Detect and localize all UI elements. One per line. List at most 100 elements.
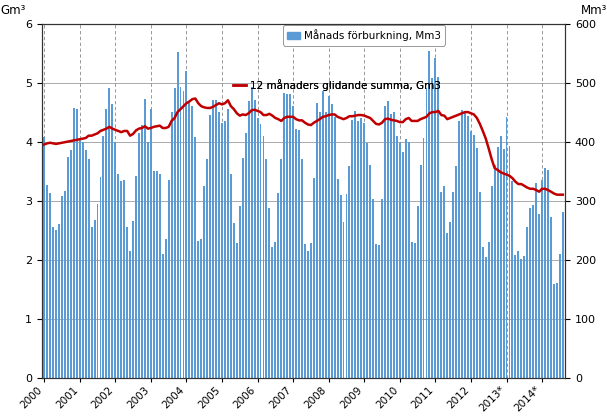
Bar <box>257 118 259 377</box>
Bar <box>432 78 433 377</box>
Bar <box>183 92 185 377</box>
Bar <box>268 208 270 377</box>
Bar <box>197 241 199 377</box>
Bar <box>265 159 268 377</box>
Bar <box>262 136 265 377</box>
Bar <box>200 239 202 377</box>
Bar <box>396 136 398 377</box>
Bar <box>446 233 448 377</box>
Bar <box>218 112 220 377</box>
Bar <box>422 138 424 377</box>
Bar <box>331 104 333 377</box>
Bar <box>411 242 413 377</box>
Bar <box>408 142 410 377</box>
Bar <box>348 166 350 377</box>
Bar <box>523 256 525 377</box>
Bar <box>64 191 66 377</box>
Bar <box>358 121 359 377</box>
Bar <box>490 186 493 377</box>
Bar <box>488 242 490 377</box>
Bar <box>111 104 114 377</box>
Bar <box>248 102 249 377</box>
Bar <box>467 116 469 377</box>
Bar <box>529 208 531 377</box>
Bar <box>544 168 546 377</box>
Bar <box>301 159 303 377</box>
Bar <box>295 129 297 377</box>
Bar <box>479 192 481 377</box>
Bar <box>342 222 345 377</box>
Bar <box>245 133 246 377</box>
Bar <box>52 227 54 377</box>
Bar <box>251 87 253 377</box>
Bar <box>334 117 336 377</box>
Bar <box>419 165 421 377</box>
Bar <box>180 87 181 377</box>
Bar <box>85 150 87 377</box>
Bar <box>449 222 451 377</box>
Bar <box>82 142 84 377</box>
Bar <box>429 51 430 377</box>
Bar <box>159 174 161 377</box>
Bar <box>138 133 140 377</box>
Bar <box>188 103 191 377</box>
Bar <box>532 205 534 377</box>
Legend: 12 månaders glidande summa, Gm3: 12 månaders glidande summa, Gm3 <box>229 75 445 95</box>
Bar <box>49 193 51 377</box>
Bar <box>535 184 537 377</box>
Bar <box>212 100 214 377</box>
Bar <box>493 165 496 377</box>
Bar <box>150 109 152 377</box>
Bar <box>100 177 101 377</box>
Bar <box>304 244 306 377</box>
Bar <box>164 239 167 377</box>
Bar <box>156 171 158 377</box>
Bar <box>289 94 291 377</box>
Bar <box>470 131 472 377</box>
Bar <box>473 135 475 377</box>
Bar <box>509 146 510 377</box>
Bar <box>515 255 517 377</box>
Bar <box>366 143 368 377</box>
Bar <box>126 227 128 377</box>
Bar <box>70 150 72 377</box>
Bar <box>461 110 463 377</box>
Bar <box>61 196 63 377</box>
Text: Mm³: Mm³ <box>581 3 607 17</box>
Bar <box>109 88 110 377</box>
Bar <box>345 194 347 377</box>
Bar <box>67 157 69 377</box>
Bar <box>378 245 380 377</box>
Bar <box>271 247 273 377</box>
Bar <box>361 118 362 377</box>
Bar <box>114 142 117 377</box>
Bar <box>520 259 522 377</box>
Bar <box>517 251 520 377</box>
Bar <box>79 140 81 377</box>
Bar <box>141 125 143 377</box>
Bar <box>274 242 276 377</box>
Bar <box>405 139 407 377</box>
Bar <box>553 284 555 377</box>
Bar <box>242 158 243 377</box>
Bar <box>90 227 92 377</box>
Bar <box>307 251 309 377</box>
Bar <box>298 130 300 377</box>
Bar <box>500 136 501 377</box>
Bar <box>227 109 229 377</box>
Bar <box>287 94 288 377</box>
Bar <box>443 186 446 377</box>
Bar <box>506 117 507 377</box>
Bar <box>203 186 205 377</box>
Bar <box>316 103 318 377</box>
Bar <box>254 100 256 377</box>
Bar <box>283 93 285 377</box>
Bar <box>337 179 339 377</box>
Bar <box>123 180 125 377</box>
Bar <box>153 171 155 377</box>
Bar <box>556 283 558 377</box>
Bar <box>325 112 327 377</box>
Bar <box>260 124 262 377</box>
Bar <box>55 230 57 377</box>
Bar <box>209 115 211 377</box>
